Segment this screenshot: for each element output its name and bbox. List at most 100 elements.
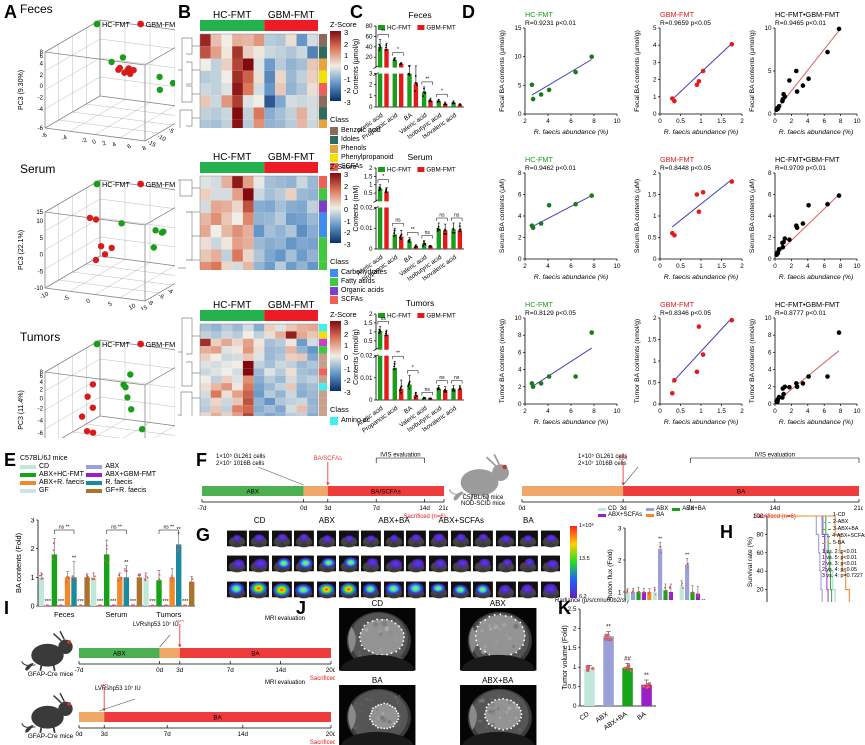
svg-text:-7d: -7d: [75, 667, 84, 674]
svg-text:6: 6: [518, 192, 522, 199]
svg-text:4: 4: [546, 118, 550, 125]
svg-text:GBM-FMT: GBM-FMT: [268, 300, 315, 311]
svg-text:60: 60: [365, 33, 373, 40]
svg-text:8: 8: [592, 118, 596, 125]
svg-text:0d: 0d: [518, 505, 526, 512]
svg-text:HC-FMT•GBM-FMT: HC-FMT•GBM-FMT: [775, 155, 840, 164]
svg-text:40: 40: [756, 568, 764, 575]
svg-text:2: 2: [790, 118, 794, 125]
svg-text:Survival rate (%): Survival rate (%): [747, 537, 754, 587]
svg-text:Contents (µmol/g): Contents (µmol/g): [353, 39, 360, 95]
svg-text:-2: -2: [81, 137, 89, 145]
svg-text:R. faecis abundance (%): R. faecis abundance (%): [664, 419, 738, 426]
svg-text:0d: 0d: [75, 731, 83, 738]
svg-text:**: **: [396, 351, 400, 357]
svg-text:-7d: -7d: [198, 505, 207, 512]
svg-text:1.5: 1.5: [364, 173, 373, 180]
svg-text:2: 2: [618, 558, 622, 565]
svg-text:PC3 (11.4%): PC3 (11.4%): [18, 390, 25, 430]
svg-text:7d: 7d: [164, 731, 172, 738]
svg-text:1.5: 1.5: [648, 337, 657, 344]
svg-text:0: 0: [658, 408, 662, 415]
svg-text:ns **: ns **: [111, 525, 122, 531]
svg-text:HC-FMT: HC-FMT: [387, 167, 411, 174]
svg-text:7d: 7d: [227, 667, 235, 674]
svg-text:PC3 (22.1%): PC3 (22.1%): [18, 230, 25, 270]
svg-text:*: *: [412, 365, 414, 371]
svg-text:-6: -6: [41, 132, 49, 140]
svg-text:0.02: 0.02: [360, 204, 373, 211]
svg-text:8: 8: [40, 370, 44, 376]
svg-text:LVRshp53 10⁷ IU: LVRshp53 10⁷ IU: [133, 621, 179, 628]
svg-text:-4: -4: [38, 107, 44, 113]
svg-text:Tumor BA contents (nmol/g): Tumor BA contents (nmol/g): [634, 319, 641, 403]
svg-text:BA/SCFAs: BA/SCFAs: [371, 489, 401, 496]
svg-text:GBM-FMT: GBM-FMT: [660, 10, 695, 19]
svg-text:HC-FMT: HC-FMT: [525, 300, 554, 309]
svg-text:ABX: ABX: [113, 651, 126, 658]
svg-text:10: 10: [764, 25, 772, 32]
svg-text:2: 2: [653, 170, 657, 177]
svg-text:HC-FMT: HC-FMT: [213, 10, 251, 21]
svg-text:ns: ns: [425, 387, 431, 393]
svg-text:0: 0: [369, 246, 373, 253]
svg-text:6: 6: [822, 118, 826, 125]
svg-text:**: **: [411, 227, 415, 233]
svg-text:14d: 14d: [770, 505, 781, 512]
svg-text:2: 2: [369, 165, 373, 172]
svg-text:Contents (nmol/g): Contents (nmol/g): [353, 329, 360, 385]
svg-text:Feces: Feces: [54, 610, 75, 619]
svg-text:R. faecis abundance (%): R. faecis abundance (%): [779, 419, 853, 426]
svg-text:Feces: Feces: [408, 10, 431, 20]
svg-text:1: 1: [653, 213, 657, 220]
svg-text:Serum: Serum: [407, 152, 432, 162]
svg-text:1: 1: [699, 118, 703, 125]
svg-text:R. faecis abundance (%): R. faecis abundance (%): [664, 129, 738, 136]
svg-text:BA: BA: [251, 651, 260, 658]
svg-text:BA contents (Fold): BA contents (Fold): [14, 533, 23, 593]
svg-text:10: 10: [514, 54, 522, 61]
svg-text:R. faecis abundance (%): R. faecis abundance (%): [779, 129, 853, 136]
svg-text:***: ***: [149, 599, 156, 605]
svg-text:0: 0: [658, 118, 662, 125]
svg-text:Fecal BA contents (µmol/g): Fecal BA contents (µmol/g): [749, 30, 756, 112]
svg-text:8: 8: [592, 408, 596, 415]
svg-text:6: 6: [768, 192, 772, 199]
svg-text:2: 2: [768, 384, 772, 391]
svg-text:-4: -4: [166, 288, 174, 296]
svg-text:Serum: Serum: [105, 610, 127, 619]
svg-text:100: 100: [753, 513, 764, 520]
svg-text:ns: ns: [439, 213, 445, 219]
svg-text:***: ***: [77, 599, 84, 605]
svg-text:***: ***: [58, 599, 65, 605]
svg-text:IVIS evaluation: IVIS evaluation: [380, 453, 420, 459]
svg-text:***: ***: [162, 599, 169, 605]
svg-text:4: 4: [806, 408, 810, 415]
svg-text:Tumors: Tumors: [156, 610, 181, 619]
svg-text:PC3 (9.30%): PC3 (9.30%): [18, 70, 25, 110]
svg-text:40: 40: [365, 44, 373, 51]
svg-text:-2: -2: [38, 96, 44, 102]
svg-text:2: 2: [740, 118, 744, 125]
svg-text:10: 10: [613, 263, 621, 270]
svg-text:-10: -10: [156, 134, 167, 144]
svg-text:*: *: [441, 89, 443, 95]
svg-text:10: 10: [853, 263, 861, 270]
svg-text:Serum BA contents (µM): Serum BA contents (µM): [499, 179, 506, 253]
svg-text:0: 0: [40, 253, 44, 259]
svg-text:1: 1: [699, 408, 703, 415]
svg-text:GBM-FMT: GBM-FMT: [660, 300, 695, 309]
svg-text:1: 1: [653, 94, 657, 101]
svg-text:-5: -5: [167, 127, 175, 135]
svg-text:**: **: [644, 673, 649, 679]
svg-text:R=0.8129 p<0.05: R=0.8129 p<0.05: [525, 310, 576, 317]
svg-text:HC-FMT: HC-FMT: [213, 300, 251, 311]
svg-text:4: 4: [768, 367, 772, 374]
svg-text:1: 1: [699, 263, 703, 270]
svg-text:-5: -5: [63, 295, 71, 303]
svg-text:10: 10: [514, 315, 522, 322]
svg-text:2: 2: [518, 384, 522, 391]
svg-text:4: 4: [518, 367, 522, 374]
svg-text:-15: -15: [146, 139, 157, 149]
svg-text:1: 1: [369, 182, 373, 189]
